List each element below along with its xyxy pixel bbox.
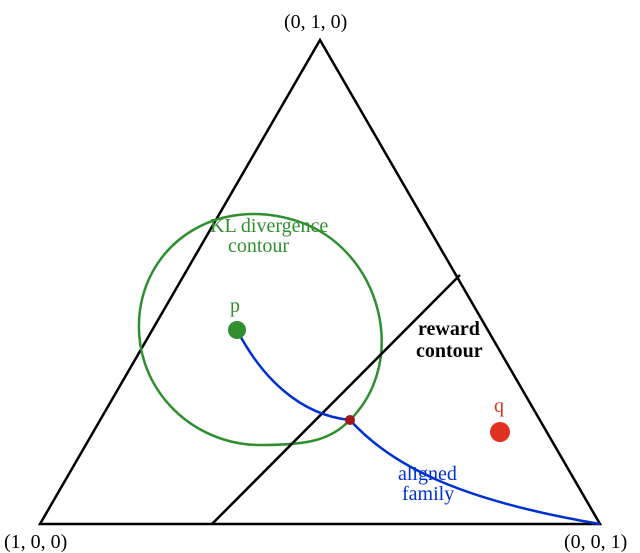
point-p bbox=[228, 321, 246, 339]
label-q: q bbox=[494, 395, 504, 417]
point-q bbox=[490, 422, 510, 442]
tangent-point bbox=[345, 415, 355, 425]
vertex-label-left: (1, 0, 0) bbox=[4, 531, 67, 553]
aligned-family-label-2: family bbox=[402, 483, 454, 505]
vertex-label-right: (0, 0, 1) bbox=[564, 531, 627, 553]
reward-contour-label-2: contour bbox=[416, 340, 483, 362]
vertex-label-top: (0, 1, 0) bbox=[284, 11, 347, 33]
simplex-triangle bbox=[40, 40, 600, 524]
kl-contour-label-2: contour bbox=[228, 235, 289, 257]
reward-contour-label: reward bbox=[418, 318, 480, 340]
label-p: p bbox=[230, 295, 240, 317]
aligned-family-label: aligned bbox=[398, 463, 457, 485]
kl-contour-label: KL divergence bbox=[210, 215, 328, 237]
